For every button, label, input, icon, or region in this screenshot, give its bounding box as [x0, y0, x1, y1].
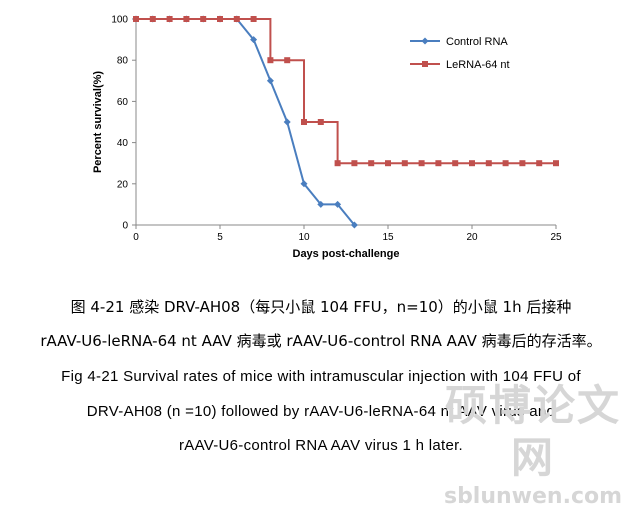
- x-tick-label: 25: [550, 232, 562, 243]
- data-point-square: [200, 16, 207, 22]
- y-tick-label: 80: [117, 56, 129, 67]
- series-1: [133, 16, 559, 167]
- data-point-square: [334, 160, 341, 167]
- data-point-square: [418, 160, 425, 167]
- data-point-square: [401, 160, 408, 167]
- data-point-square: [502, 160, 509, 167]
- data-point-square: [435, 160, 442, 167]
- chart-series: [132, 15, 559, 229]
- data-point-square: [485, 160, 492, 167]
- data-point-square: [452, 160, 459, 167]
- x-tick-label: 0: [133, 232, 139, 243]
- data-point-diamond: [300, 180, 308, 188]
- data-point-square: [166, 16, 173, 22]
- data-point-square: [536, 160, 543, 167]
- y-tick-label: 60: [117, 97, 129, 108]
- x-tick-label: 10: [298, 232, 310, 243]
- data-point-square: [183, 16, 190, 22]
- y-tick-label: 20: [117, 179, 129, 190]
- data-point-diamond: [250, 36, 258, 44]
- data-point-square: [133, 16, 139, 22]
- data-point-square: [267, 57, 274, 64]
- caption-zh-line-2: rAAV-U6-leRNA-64 nt AAV 病毒或 rAAV-U6-cont…: [40, 332, 602, 350]
- legend-label: Control RNA: [446, 36, 508, 48]
- data-point-diamond: [266, 77, 274, 85]
- data-point-square: [149, 16, 156, 22]
- data-point-square: [301, 119, 307, 125]
- caption-en-line-2: DRV-AH08 (n =10) followed by rAAV-U6-leR…: [86, 403, 556, 420]
- data-point-square: [385, 160, 391, 167]
- x-axis-label: Days post-challenge: [293, 248, 400, 260]
- data-point-square: [469, 160, 475, 167]
- caption-en-line-1: Fig 4-21 Survival rates of mice with int…: [61, 368, 581, 385]
- y-axis-label: Percent survival(%): [92, 71, 104, 173]
- data-point-square: [553, 160, 559, 167]
- y-tick-label: 100: [111, 15, 128, 26]
- data-point-diamond: [350, 221, 358, 229]
- chart-axes: 0 20 40 60 80 100 0 5 10 15 20 25: [111, 15, 562, 244]
- data-point-diamond: [317, 200, 325, 208]
- data-point-square: [217, 16, 223, 22]
- data-point-square: [351, 160, 358, 167]
- watermark-text: 硕博论文网: [444, 381, 621, 482]
- data-point-square: [284, 57, 291, 64]
- watermark-url: sblunwen.com: [443, 484, 623, 509]
- data-point-square: [368, 160, 375, 167]
- x-tick-label: 5: [217, 232, 223, 243]
- series-line: [136, 18, 556, 165]
- data-point-diamond: [283, 118, 291, 126]
- data-point-square: [519, 160, 526, 167]
- data-point-square: [250, 16, 257, 22]
- data-point-diamond: [421, 37, 429, 45]
- x-tick-label: 20: [466, 232, 478, 243]
- y-tick-label: 40: [117, 138, 129, 149]
- data-point-square: [422, 61, 428, 67]
- data-point-diamond: [334, 200, 342, 208]
- data-point-square: [233, 16, 240, 22]
- data-point-square: [317, 119, 324, 125]
- y-tick-label: 0: [122, 221, 128, 232]
- legend-label: LeRNA-64 nt: [446, 59, 510, 71]
- survival-chart: 0 20 40 60 80 100 0 5 10 15 20 25 Control RNA LeRNA-…: [92, 15, 562, 261]
- chart-legend: Control RNA LeRNA-64 nt: [410, 36, 510, 71]
- x-tick-label: 15: [382, 232, 394, 243]
- caption-zh-line-1: 图 4-21 感染 DRV-AH08（每只小鼠 104 FFU，n=10）的小鼠…: [70, 298, 572, 316]
- caption-en-line-3: rAAV-U6-control RNA AAV virus 1 h later.: [178, 437, 464, 454]
